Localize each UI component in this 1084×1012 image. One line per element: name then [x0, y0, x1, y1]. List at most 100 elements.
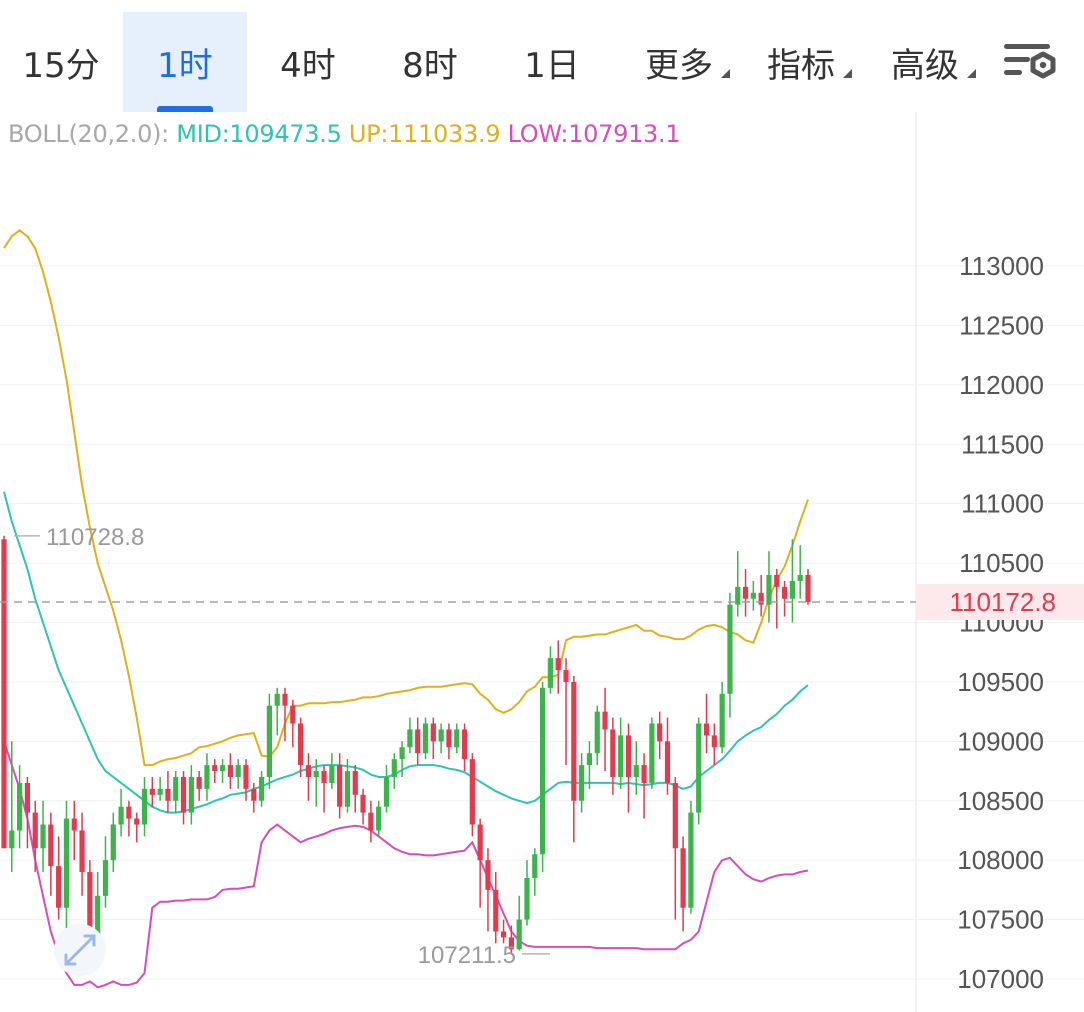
candle — [204, 753, 210, 801]
candle-body — [149, 788, 155, 795]
price-axis-tick-label: 107500 — [957, 905, 1044, 935]
candle-body — [321, 771, 327, 783]
candle — [360, 788, 366, 825]
candle-body — [141, 788, 148, 825]
candle-body — [633, 765, 639, 777]
tab-label: 1时 — [157, 45, 213, 86]
candle — [290, 699, 296, 748]
candle — [344, 759, 351, 813]
candle-body — [352, 771, 358, 795]
candle — [227, 753, 233, 789]
candle-body — [344, 771, 351, 807]
candle-body — [657, 723, 663, 742]
candle — [251, 782, 257, 813]
candle-body — [204, 765, 210, 789]
candle-body — [188, 776, 194, 813]
candle-body — [727, 604, 733, 694]
candle-body — [337, 765, 343, 807]
candle-body — [360, 794, 366, 813]
candle — [735, 551, 741, 617]
candle-body — [227, 765, 233, 777]
candle — [110, 812, 116, 873]
tab-advanced[interactable]: 高级 — [866, 12, 984, 112]
zoom-expand-icon[interactable] — [54, 924, 106, 976]
candle — [258, 771, 265, 807]
price-axis-tick-label: 112500 — [959, 310, 1044, 340]
dropdown-caret-icon — [843, 69, 852, 78]
candle-body — [1, 539, 7, 849]
candle — [508, 925, 514, 955]
price-axis-tick-label: 111500 — [961, 429, 1044, 459]
tab-1h[interactable]: 1时 — [123, 12, 247, 112]
candlestick-chart[interactable]: 1130001125001120001115001110001105001100… — [0, 112, 1084, 1012]
candle — [243, 759, 249, 801]
candle — [781, 580, 788, 617]
candle — [571, 675, 577, 843]
price-axis-tick-label: 109000 — [957, 726, 1044, 756]
candles — [1, 535, 811, 955]
candle-body — [703, 723, 710, 736]
candle — [680, 836, 686, 932]
tab-more[interactable]: 更多 — [620, 12, 738, 112]
tab-label: 1日 — [524, 45, 580, 86]
timeframe-tabbar: 15分 1时 4时 8时 1日 更多 指标 高级 — [0, 0, 1084, 112]
candle — [368, 800, 374, 843]
candle-body — [524, 877, 530, 920]
candle — [32, 800, 38, 873]
tab-label: 更多 — [645, 45, 713, 86]
candle-body — [212, 765, 218, 772]
candle — [212, 759, 218, 783]
price-axis-tick-label: 108000 — [957, 845, 1044, 875]
candle-body — [477, 824, 483, 861]
tab-15m[interactable]: 15分 — [0, 12, 122, 112]
candle-body — [134, 818, 140, 825]
tab-label: 指标 — [767, 45, 835, 86]
candle — [563, 658, 569, 766]
chart-settings-icon[interactable] — [1000, 38, 1062, 88]
candle — [555, 640, 561, 694]
candle-body — [540, 687, 546, 855]
price-axis-tick-label: 113000 — [959, 251, 1044, 281]
candle — [625, 723, 632, 813]
candle — [524, 860, 530, 926]
candle-body — [266, 705, 272, 777]
tab-indicators[interactable]: 指标 — [742, 12, 860, 112]
candle-body — [649, 723, 655, 783]
candle-body — [805, 574, 811, 602]
candle — [415, 717, 421, 766]
candle — [454, 723, 460, 754]
candle — [24, 776, 31, 849]
candle-body — [422, 723, 429, 754]
candle — [313, 759, 319, 807]
candle — [305, 753, 312, 801]
price-markers: 110172.8 110728.8 107211.5 — [0, 524, 1084, 969]
tab-8h[interactable]: 8时 — [369, 12, 491, 112]
candle — [711, 723, 717, 766]
boll-mid-value: MID:109473.5 — [176, 120, 342, 148]
tab-1d[interactable]: 1日 — [491, 12, 613, 112]
candle — [102, 836, 109, 908]
high-marker-label: 110728.8 — [46, 524, 144, 551]
current-price-tag — [916, 583, 1084, 620]
candle — [173, 771, 179, 813]
boll-indicator-legend: BOLL(20,2.0): MID:109473.5 UP:111033.9 L… — [8, 120, 681, 148]
price-axis-tick-label: 111000 — [961, 489, 1044, 519]
candle-body — [797, 574, 803, 581]
candle — [516, 895, 522, 951]
candle-body — [102, 860, 109, 896]
candle-body — [766, 574, 772, 605]
candle-body — [180, 776, 187, 813]
candle-body — [110, 824, 116, 861]
tab-label: 高级 — [891, 45, 959, 86]
candle — [9, 741, 15, 873]
candle-body — [602, 711, 608, 730]
candle — [719, 681, 725, 754]
candle-body — [376, 806, 382, 831]
tab-4h[interactable]: 4时 — [247, 12, 369, 112]
candle — [618, 717, 624, 789]
candle-body — [789, 580, 795, 599]
candle-body — [750, 592, 756, 599]
candle — [540, 681, 546, 873]
candle-body — [219, 765, 226, 772]
candle — [742, 569, 749, 617]
